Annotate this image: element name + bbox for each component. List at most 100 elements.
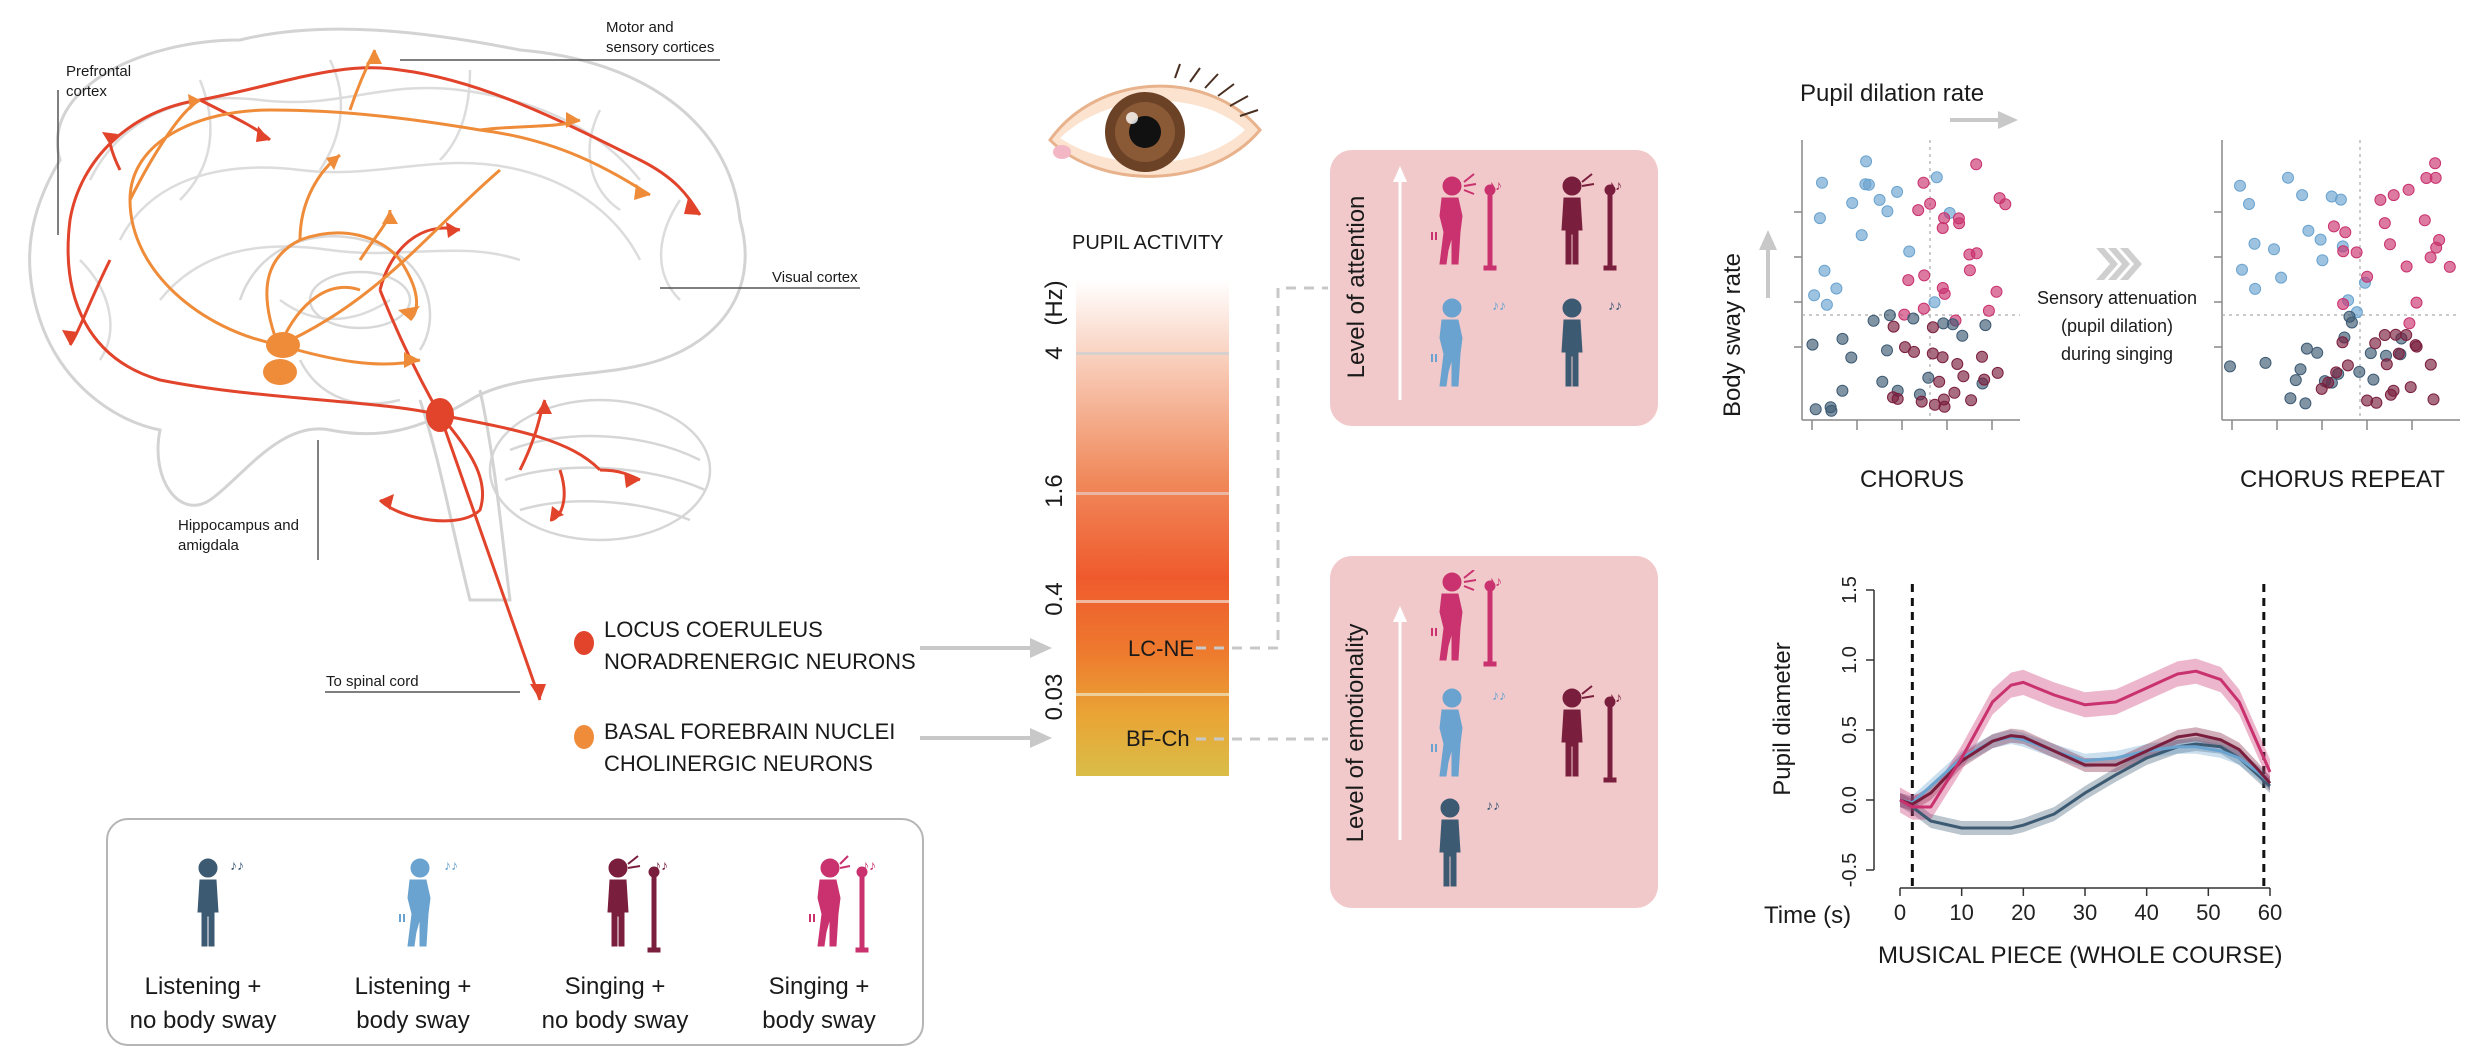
attention-figures: ♪♪ ♪♪ ♪♪ ♪♪: [1431, 173, 1622, 387]
x-tick-label: 10: [1949, 900, 1973, 925]
pupil-dilation-label: Pupil dilation rate: [1800, 80, 1985, 107]
svg-text:♪♪: ♪♪: [1608, 689, 1622, 705]
series-band: [1900, 730, 2270, 810]
scatter-point: [1816, 176, 1828, 189]
bf-nucleus-2: [263, 359, 297, 385]
scatter-point: [1970, 158, 1983, 171]
svg-text:♪♪: ♪♪: [1492, 297, 1506, 313]
tick-line-1-6: [1076, 492, 1229, 495]
scatter-point: [2300, 342, 2313, 355]
scatter-point: [1922, 371, 1935, 384]
svg-text:♪♪: ♪♪: [1486, 797, 1500, 813]
scatter-point: [1953, 217, 1966, 230]
body-sway-arrow: [1759, 230, 1777, 298]
scatter-point: [1999, 198, 2012, 211]
chart-xprefix: Time (s): [1764, 902, 1852, 929]
scatter-point: [2234, 179, 2246, 192]
scatter-point: [1926, 321, 1939, 334]
scatter-point: [1907, 312, 1920, 325]
condition-1: Listening + no body sway: [129, 973, 277, 1034]
scatter-point: [2387, 384, 2400, 397]
scatter-chorus-repeat: [2214, 140, 2460, 430]
scatter-point: [2330, 366, 2343, 379]
pupil-unit: (Hz): [1041, 280, 1068, 326]
scatter-point: [2350, 246, 2363, 259]
scatter-point: [2345, 316, 2358, 329]
scatter-point: [1845, 351, 1858, 364]
scatter-point: [2400, 260, 2413, 273]
y-tick-label: -0.5: [1839, 853, 1861, 887]
scatter-point: [2299, 397, 2312, 410]
scatter-left-title: CHORUS: [1860, 466, 1965, 493]
emotionality-panel: [1330, 556, 1658, 908]
scatter-point: [2402, 183, 2415, 196]
y-tick-label: 0.0: [1839, 786, 1861, 814]
svg-text:♪♪: ♪♪: [1608, 297, 1622, 313]
body-sway-label: Body sway rate: [1719, 252, 1746, 418]
scatter-point: [1963, 264, 1976, 277]
scatter-point: [2404, 381, 2417, 394]
bf-legend-line2: CHOLINERGIC NEURONS: [604, 751, 873, 776]
condition-4: Singing + body sway: [762, 973, 876, 1034]
pupil-dilation-arrow: [1950, 111, 2018, 129]
scatter-point: [1930, 171, 1943, 184]
scatter-point: [2296, 189, 2309, 202]
scatter-point: [1951, 358, 1964, 370]
scatter-point: [2289, 374, 2302, 387]
series-band: [1900, 727, 2270, 812]
chart-ylabel: Pupil diameter: [1769, 642, 1796, 796]
tick-line-0-03: [1076, 693, 1229, 696]
scatter-point: [1938, 400, 1951, 413]
condition-2: Listening + body sway: [354, 973, 472, 1034]
svg-text:♪♪: ♪♪: [654, 857, 668, 873]
scatter-point: [1813, 212, 1826, 225]
legend-figures: ♪♪ ♪♪ ♪♪ ♪♪: [197, 855, 876, 953]
scatter-point: [2418, 214, 2431, 227]
scatter-point: [2384, 238, 2396, 251]
series-line: [1899, 735, 2272, 805]
scatter-point: [1830, 282, 1843, 295]
scatter-point: [2429, 157, 2442, 170]
lc-legend-line1: LOCUS COERULEUS: [604, 617, 823, 642]
condition-3: Singing + no body sway: [541, 973, 689, 1034]
tick-label-1-6: 1.6: [1041, 474, 1068, 508]
label-visual: Visual cortex: [772, 269, 858, 286]
x-tick-label: 40: [2134, 900, 2158, 925]
scatter-point: [2369, 337, 2382, 350]
svg-text:♪♪: ♪♪: [230, 857, 244, 873]
svg-text:♪♪: ♪♪: [444, 857, 458, 873]
scatter-point: [1891, 392, 1904, 405]
scatter-point: [2364, 347, 2377, 360]
bf-nucleus-1: [266, 332, 300, 358]
chart-xlabel: MUSICAL PIECE (WHOLE COURSE): [1878, 942, 2283, 969]
scatter-point: [2275, 271, 2288, 284]
scatter-point: [1924, 197, 1937, 210]
label-prefrontal: Prefrontal cortex: [66, 63, 132, 100]
scatter-point: [2367, 373, 2380, 386]
bf-legend-line1: BASAL FOREBRAIN NUCLEI: [604, 719, 896, 744]
scatter-point: [1957, 370, 1970, 383]
svg-text:♪♪: ♪♪: [1488, 573, 1502, 589]
scatter-point: [2339, 226, 2352, 239]
scatter-point: [2389, 328, 2402, 341]
attention-panel: [1330, 150, 1658, 426]
scatter-point: [2392, 347, 2405, 360]
scatter-point: [2337, 298, 2350, 310]
scatter-point: [2268, 243, 2280, 256]
scatter-point: [1846, 197, 1859, 209]
scatter-point: [1938, 287, 1951, 300]
tick-label-0-4: 0.4: [1041, 582, 1068, 616]
conditions-legend: ♪♪ ♪♪ ♪♪ ♪♪ Listening + no body sway List…: [106, 818, 924, 1046]
scatter-point: [1936, 222, 1949, 234]
y-tick-label: 1.0: [1839, 646, 1861, 674]
scatter-point: [2282, 171, 2294, 184]
x-tick-label: 50: [2196, 900, 2220, 925]
label-spinal: To spinal cord: [326, 673, 419, 690]
series-line: [1899, 742, 2272, 830]
scatter-point: [1899, 341, 1911, 354]
scatter-point: [1902, 274, 1915, 287]
scatter-point: [1867, 314, 1880, 327]
chevrons-icon: [2096, 248, 2142, 280]
scatter-point: [1979, 319, 1992, 332]
scatter-point: [1965, 394, 1978, 407]
